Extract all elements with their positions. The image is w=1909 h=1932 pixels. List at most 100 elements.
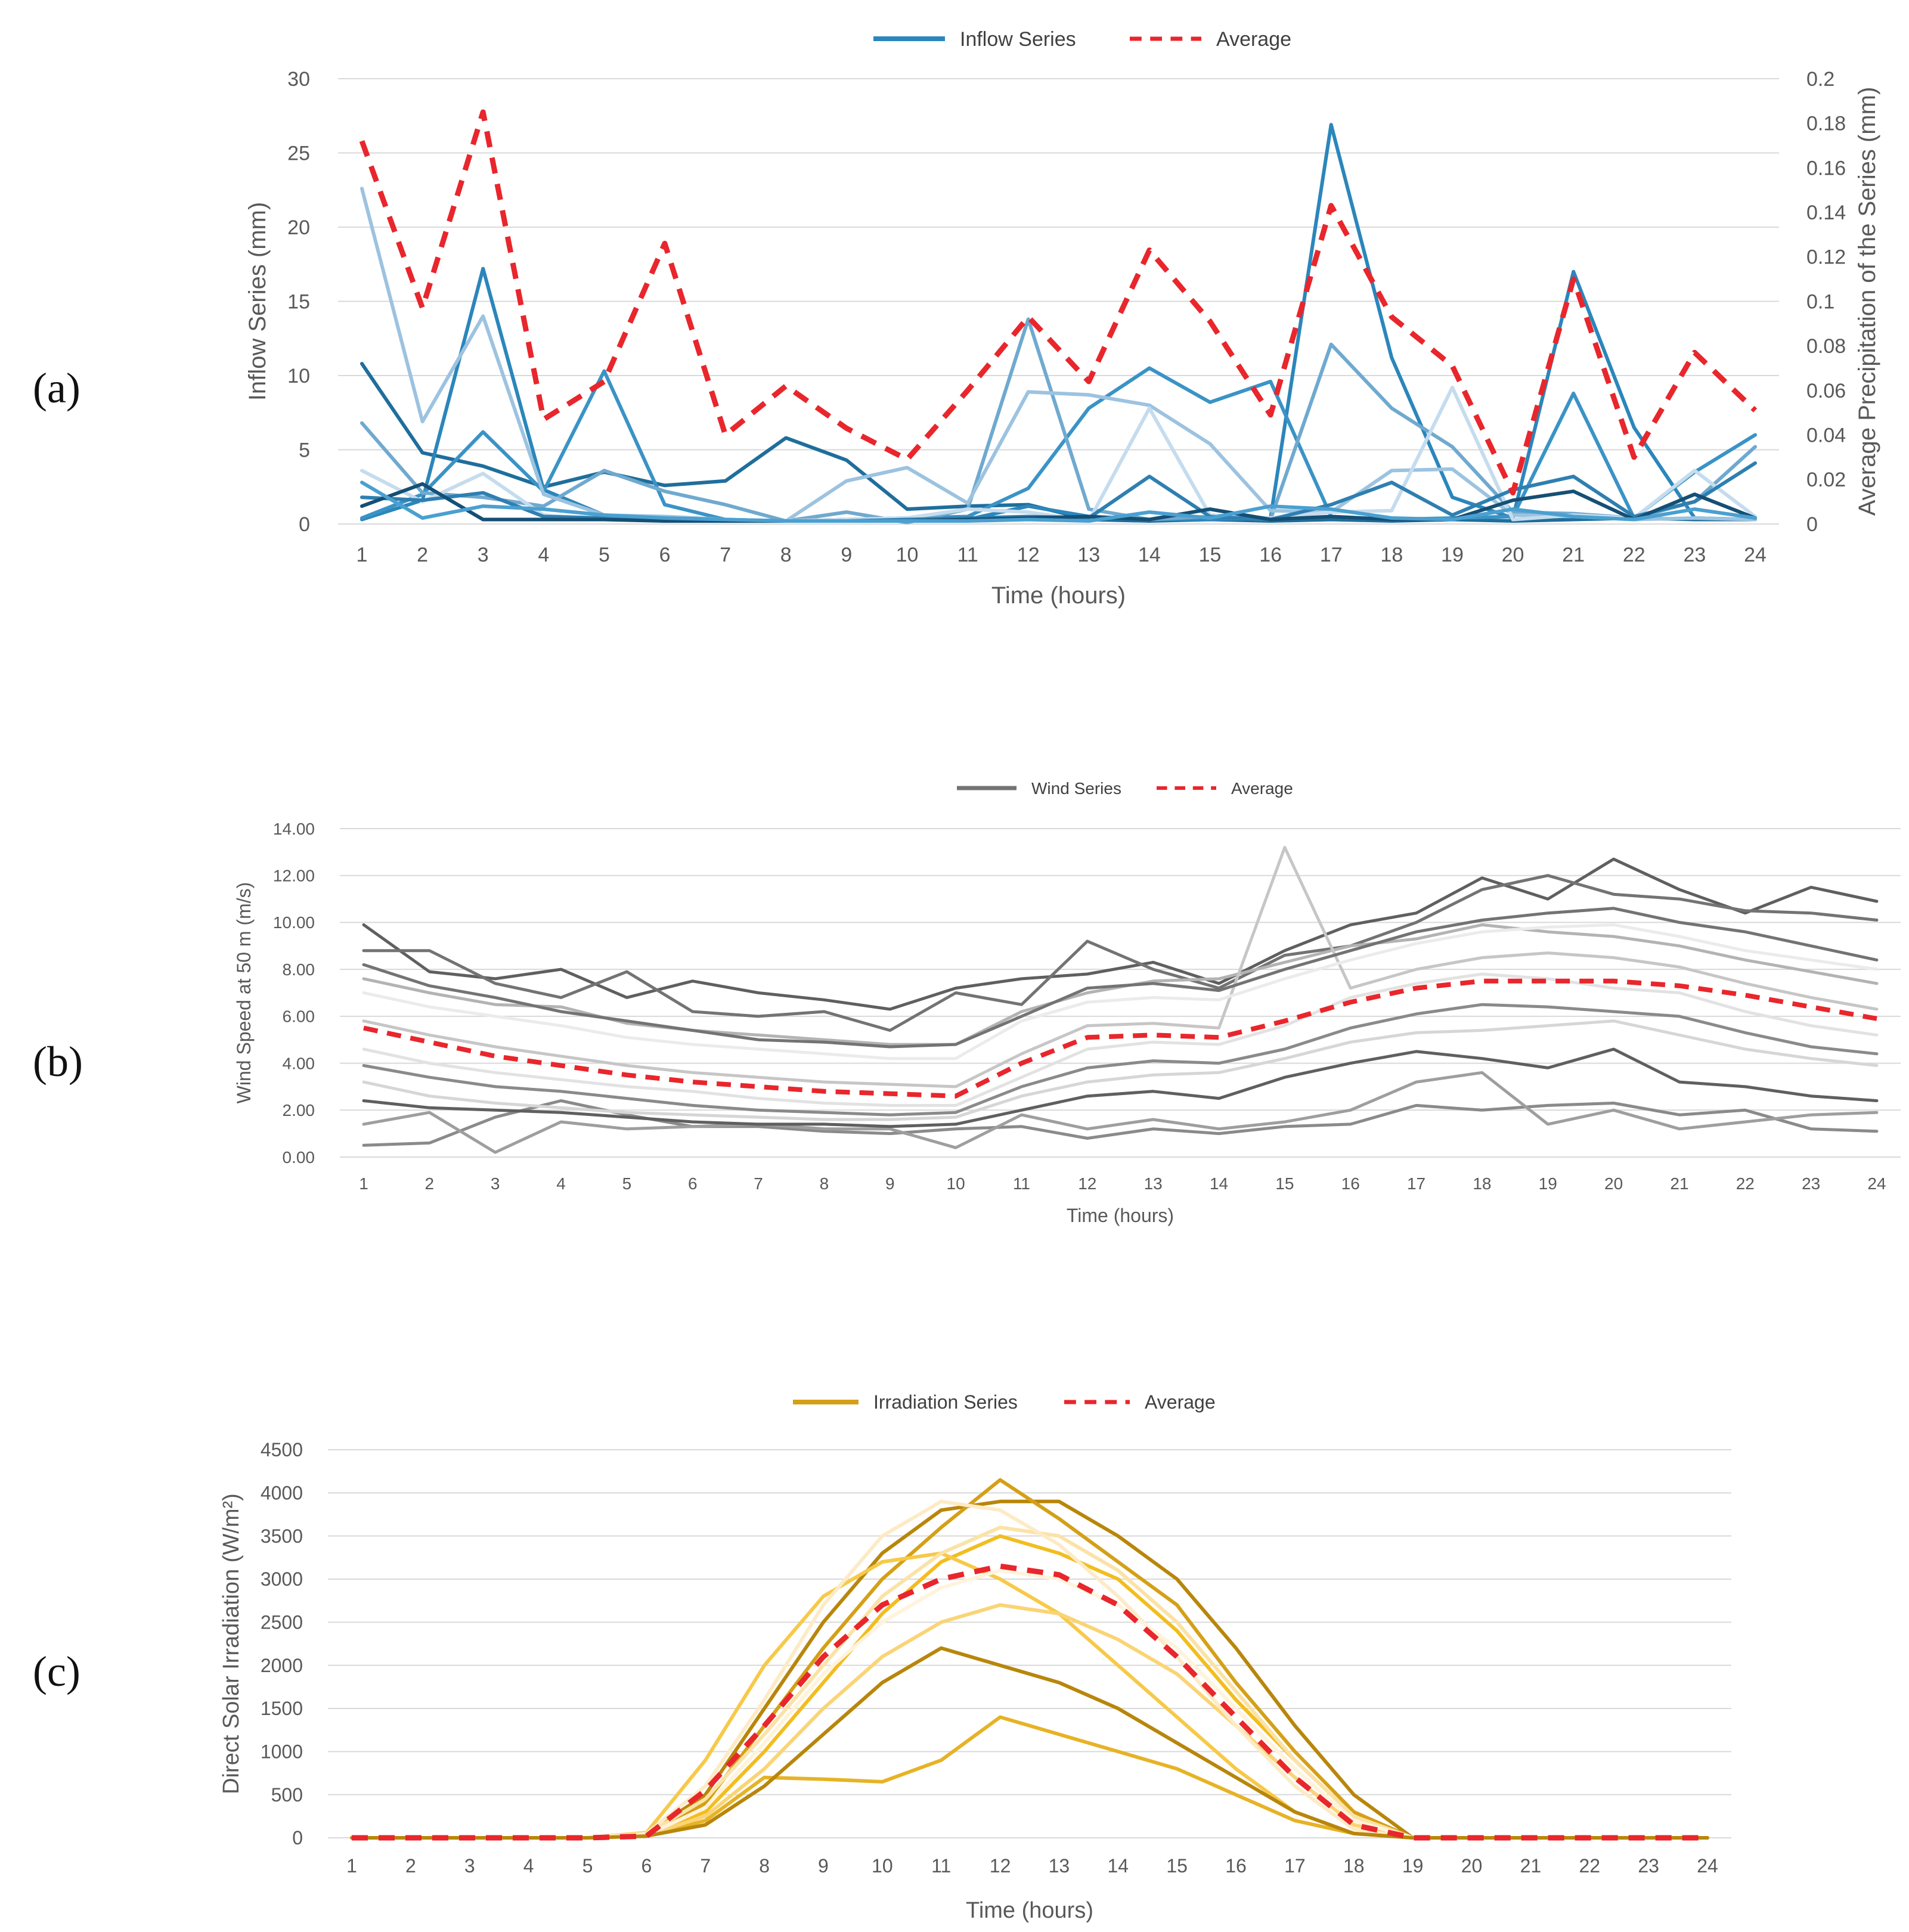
legend-series-label: Inflow Series (960, 28, 1076, 51)
legend-series-label: Irradiation Series (873, 1391, 1018, 1413)
x-tick-label: 12 (1017, 544, 1040, 566)
x-tick-label: 13 (1144, 1174, 1163, 1193)
average-line (359, 109, 1758, 496)
y-tick-label: 0.00 (283, 1148, 315, 1167)
x-tick-label: 2 (405, 1855, 416, 1877)
x-tick-label: 19 (1441, 544, 1464, 566)
x-tick-label: 24 (1744, 544, 1767, 566)
x-tick-label: 20 (1502, 544, 1524, 566)
y-right-tick-label: 0.08 (1806, 335, 1846, 358)
x-tick-label: 17 (1284, 1855, 1306, 1877)
legend: Inflow Series Average (873, 28, 1291, 51)
x-tick-label: 16 (1259, 544, 1282, 566)
x-tick-label: 1 (346, 1855, 357, 1877)
legend-average-label: Average (1231, 779, 1293, 798)
x-tick-label: 13 (1077, 544, 1100, 566)
series-line (350, 1603, 1709, 1840)
x-tick-label: 10 (896, 544, 919, 566)
y-tick-label: 5 (299, 439, 310, 461)
x-tick-label: 17 (1320, 544, 1343, 566)
x-tick-label: 16 (1341, 1174, 1360, 1193)
x-tick-label: 3 (464, 1855, 475, 1877)
series-line (360, 187, 1757, 523)
x-tick-label: 6 (688, 1174, 698, 1193)
x-tick-label: 3 (478, 544, 489, 566)
x-tick-label: 6 (659, 544, 671, 566)
x-tick-label: 14 (1108, 1855, 1129, 1877)
series-line (360, 480, 1757, 523)
series-line (362, 1047, 1879, 1128)
legend: Wind Series Average (957, 779, 1293, 798)
series-line (362, 1071, 1879, 1154)
x-axis-title: Time (hours) (1067, 1205, 1174, 1226)
x-tick-label: 13 (1049, 1855, 1070, 1877)
y-right-tick-label: 0 (1806, 513, 1818, 536)
x-tick-label: 19 (1402, 1855, 1424, 1877)
x-tick-label: 4 (556, 1174, 566, 1193)
panel-label: (c) (33, 1648, 80, 1695)
series-line (360, 482, 1757, 523)
x-tick-label: 23 (1638, 1855, 1659, 1877)
x-axis-title: Time (hours) (966, 1898, 1093, 1923)
x-tick-label: 17 (1407, 1174, 1425, 1193)
legend-average-label: Average (1145, 1391, 1216, 1413)
series-line (362, 857, 1879, 1011)
y-tick-label: 2.00 (283, 1101, 315, 1119)
series-line (360, 317, 1757, 525)
series-line (350, 1715, 1709, 1840)
series-line (360, 366, 1757, 523)
x-tick-label: 5 (582, 1855, 593, 1877)
x-tick-label: 8 (759, 1855, 770, 1877)
y-tick-label: 1000 (261, 1741, 303, 1763)
x-tick-label: 9 (885, 1174, 895, 1193)
x-tick-label: 20 (1604, 1174, 1623, 1193)
y-tick-label: 2000 (261, 1655, 303, 1676)
y-tick-label: 0 (292, 1827, 303, 1849)
x-tick-label: 11 (957, 544, 978, 566)
y-tick-label: 1500 (261, 1698, 303, 1719)
y-right-tick-label: 0.16 (1806, 157, 1846, 179)
y-right-axis-title: Average Precipitation of the Series (mm) (1854, 87, 1880, 516)
x-tick-label: 11 (1013, 1174, 1030, 1193)
series-line (350, 1534, 1709, 1840)
x-tick-label: 9 (841, 544, 852, 566)
series-line (350, 1499, 1709, 1840)
y-right-tick-label: 0.2 (1806, 68, 1834, 91)
y-right-tick-label: 0.14 (1806, 201, 1846, 224)
x-tick-label: 4 (523, 1855, 534, 1877)
x-axis-title: Time (hours) (991, 582, 1126, 609)
x-tick-label: 7 (700, 1855, 711, 1877)
x-tick-label: 5 (599, 544, 610, 566)
x-tick-label: 9 (818, 1855, 829, 1877)
x-tick-label: 21 (1670, 1174, 1688, 1193)
y-tick-label: 10.00 (273, 913, 315, 932)
x-tick-label: 3 (491, 1174, 500, 1193)
y-right-tick-label: 0.12 (1806, 246, 1846, 269)
y-axis-title: Direct Solar Irradiation (W/m²) (219, 1493, 244, 1794)
legend: Irradiation Series Average (793, 1391, 1216, 1413)
x-tick-label: 7 (754, 1174, 763, 1193)
y-axis-title: Inflow Series (mm) (244, 202, 271, 401)
y-tick-label: 4.00 (283, 1054, 315, 1072)
series-line (350, 1478, 1709, 1840)
x-tick-label: 8 (820, 1174, 829, 1193)
panel-label: (a) (33, 364, 80, 412)
chart-panel-1: (a)05101520253000.020.040.060.080.10.120… (33, 28, 1880, 609)
x-tick-label: 15 (1166, 1855, 1188, 1877)
y-tick-label: 8.00 (283, 960, 315, 979)
series-line (362, 923, 1879, 1060)
x-tick-label: 14 (1138, 544, 1161, 566)
y-tick-label: 12.00 (273, 867, 315, 885)
x-tick-label: 14 (1210, 1174, 1228, 1193)
series-line (350, 1499, 1709, 1840)
average-line (352, 1563, 1707, 1841)
x-tick-label: 12 (990, 1855, 1011, 1877)
x-tick-label: 1 (359, 1174, 368, 1193)
x-tick-label: 20 (1461, 1855, 1483, 1877)
y-tick-label: 25 (287, 142, 310, 165)
series-line (362, 972, 1879, 1107)
y-right-tick-label: 0.02 (1806, 469, 1846, 491)
y-axis-title: Wind Speed at 50 m (m/s) (233, 882, 255, 1104)
series-line (362, 1019, 1879, 1121)
